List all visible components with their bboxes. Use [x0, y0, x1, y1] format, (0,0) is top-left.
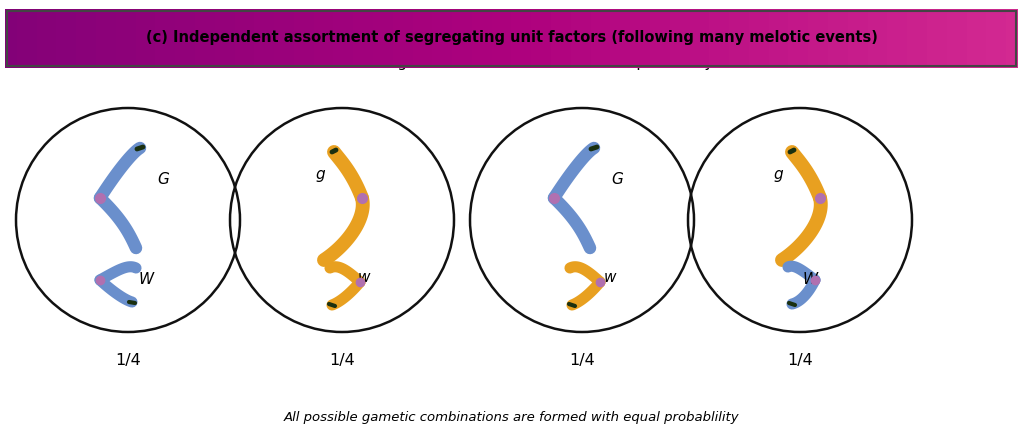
Text: W: W	[138, 272, 153, 287]
Text: 1/4: 1/4	[116, 353, 141, 367]
Text: (c) Independent assortment of segregating unit factors (following many melotic e: (c) Independent assortment of segregatin…	[145, 30, 878, 45]
Text: All possible gametic combinations are formed with equal probablility: All possible gametic combinations are fo…	[283, 411, 740, 424]
Text: g: g	[315, 167, 325, 183]
Text: w: w	[358, 271, 370, 286]
Text: 1/4: 1/4	[329, 353, 355, 367]
Text: G: G	[611, 173, 623, 187]
Text: Nonhomologous chromosomes assort independently: Nonhomologous chromosomes assort indepen…	[310, 56, 713, 71]
Text: G: G	[158, 173, 169, 187]
Text: 1/4: 1/4	[787, 353, 813, 367]
Text: W: W	[802, 272, 817, 287]
Text: 1/4: 1/4	[569, 353, 595, 367]
Text: g: g	[773, 167, 783, 183]
Text: w: w	[604, 271, 616, 286]
